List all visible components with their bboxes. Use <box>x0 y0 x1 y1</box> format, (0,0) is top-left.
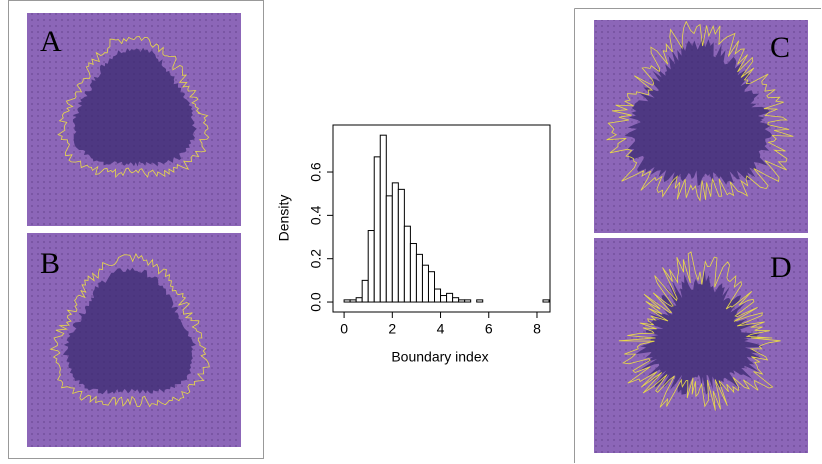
bar <box>361 279 369 303</box>
bar <box>434 288 442 303</box>
colony <box>72 47 197 167</box>
y-tick-label: 0.0 <box>308 292 324 312</box>
boundary <box>57 36 210 178</box>
bar <box>452 297 460 303</box>
y-tick-label: 0.2 <box>308 249 324 269</box>
bar <box>379 134 387 303</box>
bar <box>542 299 550 303</box>
x-axis-label: Boundary index <box>391 349 488 365</box>
colony <box>624 37 773 186</box>
bar <box>349 299 357 303</box>
bar <box>355 297 363 303</box>
x-tick-label: 2 <box>388 321 396 337</box>
panel-label: D <box>770 251 792 284</box>
left-frame <box>8 0 264 459</box>
bar <box>373 156 381 303</box>
panel-label: C <box>770 31 790 64</box>
boundary <box>606 20 794 202</box>
x-tick-label: 6 <box>485 321 493 337</box>
boundary <box>49 253 210 408</box>
bar <box>458 299 466 303</box>
bar <box>421 264 429 303</box>
x-tick-label: 4 <box>437 321 445 337</box>
panel-label: A <box>40 25 62 58</box>
panel-label: B <box>40 247 60 280</box>
right-frame <box>574 8 821 463</box>
bar <box>367 230 375 303</box>
bar <box>343 299 351 303</box>
bar <box>440 295 448 303</box>
bar <box>446 292 454 303</box>
bar <box>415 253 423 303</box>
y-tick-label: 0.4 <box>308 205 324 225</box>
x-tick-label: 0 <box>340 321 348 337</box>
bar <box>476 299 484 303</box>
boundary <box>618 251 781 411</box>
bar <box>427 271 436 303</box>
y-tick-label: 0.6 <box>308 162 324 182</box>
bar <box>464 299 472 303</box>
colony <box>62 267 197 395</box>
y-axis-label: Density <box>276 195 292 242</box>
bar <box>397 188 405 303</box>
bar <box>385 195 393 303</box>
bar <box>403 225 411 303</box>
x-tick-label: 8 <box>533 321 541 337</box>
bar <box>409 243 417 303</box>
bar <box>391 182 399 303</box>
